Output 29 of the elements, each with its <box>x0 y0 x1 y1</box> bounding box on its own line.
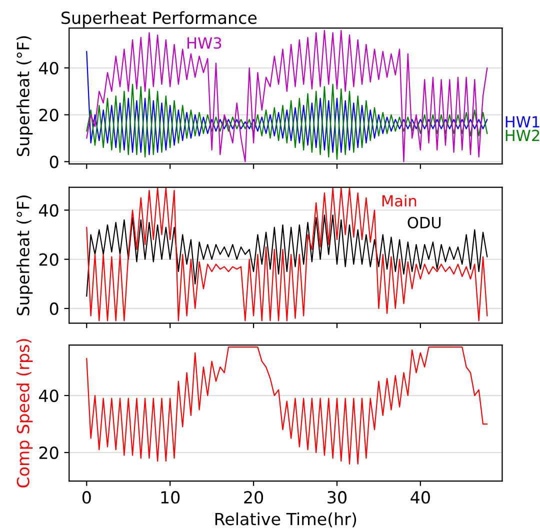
y-tick-label: 20 <box>39 446 58 460</box>
y-tick-label: 40 <box>39 62 58 74</box>
y-axis-title: Superheat (°F) <box>16 36 33 156</box>
y-axis-title: Superheat (°F) <box>16 196 33 316</box>
series-label: ODU <box>408 216 441 228</box>
line-series <box>86 84 488 160</box>
x-tick-label: 0 <box>82 491 91 504</box>
line-series <box>86 214 488 297</box>
y-tick-label: 40 <box>39 204 58 217</box>
y-tick-label: 20 <box>39 253 58 266</box>
chart-title: Superheat Performance <box>62 11 257 28</box>
series-label: Main <box>382 194 416 207</box>
line-series <box>86 187 488 322</box>
y-tick-label: 20 <box>39 108 58 122</box>
series-label: HW3 <box>188 37 222 49</box>
y-axis-title: Comp Speed (rps) <box>16 339 33 488</box>
y-tick-label: 0 <box>50 156 58 168</box>
x-tick-label: 30 <box>328 491 346 504</box>
line-series <box>86 30 488 162</box>
y-tick-label: 0 <box>50 302 58 316</box>
series-label: HW2 <box>506 130 540 142</box>
x-tick-label: 40 <box>410 491 430 504</box>
y-tick-label: 40 <box>39 389 58 402</box>
line-series <box>86 346 488 464</box>
line-series <box>86 50 488 156</box>
x-tick-label: 20 <box>244 491 264 504</box>
x-axis-title: Relative Time(hr) <box>215 512 356 528</box>
series-label: HW1 <box>506 116 540 128</box>
x-tick-label: 10 <box>161 491 180 504</box>
